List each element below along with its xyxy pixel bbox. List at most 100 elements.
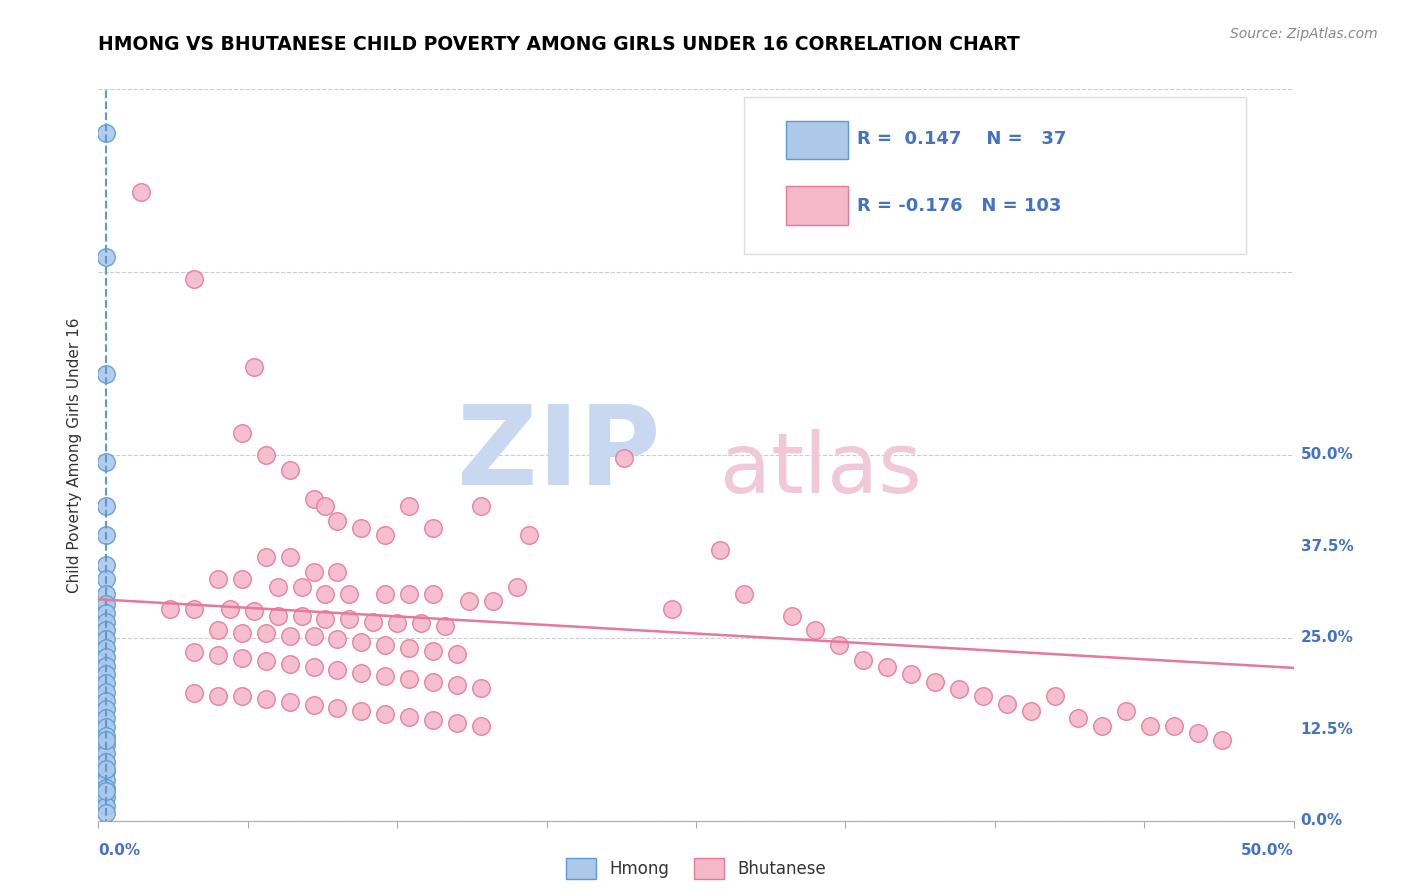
Point — [131, 185, 153, 199]
FancyBboxPatch shape — [786, 186, 848, 225]
Text: 50.0%: 50.0% — [1240, 843, 1294, 858]
Point — [231, 690, 253, 704]
Point — [94, 790, 117, 805]
Point — [94, 455, 117, 469]
Point — [315, 499, 337, 513]
Point — [828, 638, 851, 652]
Point — [422, 521, 444, 535]
Point — [422, 644, 444, 658]
Point — [278, 657, 301, 672]
Text: HMONG VS BHUTANESE CHILD POVERTY AMONG GIRLS UNDER 16 CORRELATION CHART: HMONG VS BHUTANESE CHILD POVERTY AMONG G… — [98, 35, 1021, 54]
Point — [94, 606, 117, 620]
Point — [207, 648, 229, 663]
Point — [94, 640, 117, 655]
Point — [1139, 718, 1161, 732]
FancyBboxPatch shape — [744, 96, 1246, 254]
Point — [94, 667, 117, 681]
Point — [254, 654, 277, 668]
Point — [398, 672, 420, 686]
Point — [94, 781, 117, 796]
Point — [94, 799, 117, 814]
Point — [267, 580, 290, 594]
Point — [398, 587, 420, 601]
Point — [326, 663, 349, 677]
Point — [207, 572, 229, 586]
Point — [207, 690, 229, 704]
Text: R =  0.147    N =   37: R = 0.147 N = 37 — [858, 130, 1067, 148]
Point — [972, 690, 994, 704]
Point — [290, 608, 312, 623]
Point — [733, 587, 755, 601]
Point — [350, 665, 373, 680]
Point — [94, 649, 117, 664]
Point — [315, 587, 337, 601]
Point — [709, 543, 731, 558]
Point — [804, 624, 827, 638]
Text: R = -0.176   N = 103: R = -0.176 N = 103 — [858, 197, 1062, 215]
Point — [517, 528, 540, 542]
Point — [876, 660, 898, 674]
Point — [398, 499, 420, 513]
Point — [374, 528, 396, 542]
Point — [326, 701, 349, 715]
Point — [94, 558, 117, 572]
Point — [254, 692, 277, 706]
Point — [995, 697, 1018, 711]
Point — [948, 681, 970, 696]
Point — [94, 806, 117, 821]
Point — [254, 626, 277, 640]
Point — [1115, 704, 1137, 718]
Point — [94, 738, 117, 752]
Point — [350, 521, 373, 535]
Point — [94, 676, 117, 690]
Point — [94, 702, 117, 716]
Point — [1043, 690, 1066, 704]
Point — [94, 685, 117, 699]
Point — [924, 674, 946, 689]
Point — [278, 550, 301, 565]
Point — [1211, 733, 1233, 747]
Point — [315, 612, 337, 626]
Point — [350, 635, 373, 649]
Point — [94, 251, 117, 265]
Point — [506, 580, 529, 594]
Point — [267, 608, 290, 623]
Point — [159, 601, 181, 615]
Point — [852, 653, 875, 667]
Point — [374, 669, 396, 683]
Point — [374, 706, 396, 721]
Point — [94, 572, 117, 586]
Point — [446, 715, 468, 730]
Point — [350, 704, 373, 718]
Point — [94, 720, 117, 734]
Point — [94, 764, 117, 778]
Point — [207, 624, 229, 638]
Point — [278, 462, 301, 476]
FancyBboxPatch shape — [786, 120, 848, 159]
Point — [94, 632, 117, 647]
Point — [231, 651, 253, 665]
Point — [94, 733, 117, 747]
Point — [780, 608, 803, 623]
Text: 37.5%: 37.5% — [1301, 539, 1354, 554]
Point — [278, 629, 301, 643]
Point — [219, 601, 242, 615]
Y-axis label: Child Poverty Among Girls Under 16: Child Poverty Among Girls Under 16 — [67, 318, 83, 592]
Point — [302, 629, 325, 643]
Point — [243, 604, 266, 618]
Point — [94, 747, 117, 761]
Point — [385, 616, 409, 631]
Point — [94, 615, 117, 629]
Point — [1067, 711, 1090, 725]
Text: 25.0%: 25.0% — [1301, 631, 1354, 645]
Text: 12.5%: 12.5% — [1301, 722, 1354, 737]
Point — [422, 713, 444, 727]
Point — [302, 565, 325, 579]
Point — [433, 619, 456, 633]
Point — [183, 272, 205, 286]
Point — [94, 597, 117, 611]
Point — [94, 658, 117, 673]
Text: ZIP: ZIP — [457, 401, 661, 508]
Point — [613, 450, 636, 465]
Point — [94, 711, 117, 725]
